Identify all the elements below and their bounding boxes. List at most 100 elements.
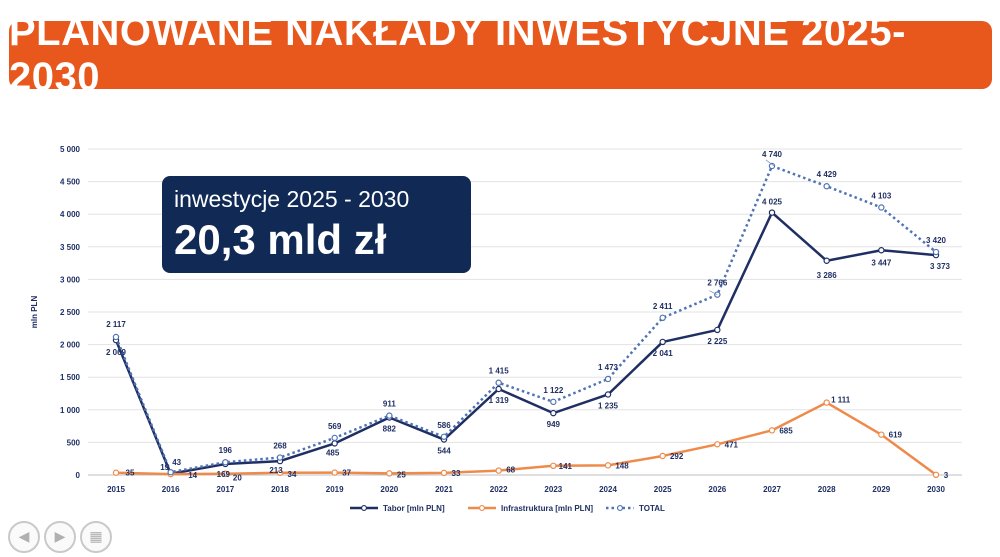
- data-point: [714, 291, 721, 298]
- data-label: 20: [233, 474, 242, 483]
- chevron-left-icon[interactable]: ◀: [8, 521, 40, 553]
- y-tick-label: 4 500: [60, 178, 81, 187]
- data-label: 14: [188, 471, 197, 480]
- x-tick-label: 2016: [162, 485, 180, 494]
- data-label: 3 373: [930, 262, 951, 271]
- data-point: [932, 471, 940, 479]
- data-label: 882: [383, 424, 397, 433]
- data-point: [495, 385, 502, 393]
- data-point: [823, 257, 830, 264]
- x-tick-label: 2021: [435, 485, 453, 494]
- data-point: [550, 398, 557, 406]
- data-point: [440, 469, 448, 477]
- data-point: [878, 204, 885, 211]
- data-point: [878, 247, 885, 254]
- data-point: [112, 333, 120, 341]
- data-point: [386, 470, 393, 477]
- y-tick-label: 0: [76, 471, 81, 480]
- data-label: 2 766: [707, 279, 728, 288]
- data-label: 68: [506, 466, 515, 475]
- data-point: [550, 409, 557, 417]
- data-point: [550, 462, 557, 470]
- legend-marker: [361, 505, 367, 511]
- legend-label: TOTAL: [639, 504, 665, 513]
- data-label: 43: [172, 458, 181, 467]
- slides-icon[interactable]: ▦: [80, 521, 112, 553]
- label-leader-line: [709, 290, 718, 295]
- data-label: 2 225: [707, 337, 728, 346]
- data-point: [167, 468, 174, 476]
- data-label: 196: [219, 446, 233, 455]
- legend-label: Tabor [mln PLN]: [383, 504, 445, 513]
- data-point: [768, 427, 776, 434]
- data-point: [714, 441, 721, 448]
- data-label: 1 111: [831, 396, 851, 405]
- data-label: 4 025: [762, 198, 783, 207]
- y-tick-label: 1 500: [60, 373, 81, 382]
- data-label: 2 041: [653, 349, 674, 358]
- legend-label: Infrastruktura [mln PLN]: [501, 504, 593, 513]
- data-point: [112, 469, 120, 476]
- slide-navigation: ◀ ▶ ▦: [8, 521, 112, 553]
- data-label: 25: [397, 470, 406, 479]
- page-title: PLANOWANE NAKŁADY INWESTYCJNE 2025-2030: [9, 10, 906, 99]
- data-label: 569: [328, 422, 342, 431]
- data-point: [222, 470, 229, 477]
- data-label: 19: [160, 463, 169, 472]
- data-point: [331, 469, 338, 476]
- data-point: [714, 326, 721, 334]
- data-point: [604, 375, 612, 383]
- data-label: 3 420: [926, 236, 947, 245]
- data-label: 3 447: [871, 258, 892, 267]
- x-tick-label: 2018: [271, 485, 289, 494]
- legend-marker: [617, 505, 623, 511]
- data-point: [222, 459, 229, 466]
- x-tick-label: 2029: [872, 485, 890, 494]
- data-label: 213: [269, 466, 283, 475]
- data-label: 35: [126, 469, 135, 478]
- chevron-right-icon[interactable]: ▶: [44, 521, 76, 553]
- x-tick-label: 2019: [326, 485, 344, 494]
- x-tick-label: 2020: [380, 485, 398, 494]
- y-tick-label: 2 000: [60, 341, 81, 350]
- y-tick-label: 500: [67, 438, 81, 447]
- series-line: [114, 164, 937, 474]
- data-label: 148: [615, 461, 629, 470]
- data-label: 1 122: [543, 386, 564, 395]
- data-point: [768, 209, 776, 216]
- summary-subtitle: inwestycje 2025 - 2030: [174, 186, 410, 212]
- data-label: 2 411: [653, 302, 673, 311]
- data-point: [768, 162, 776, 170]
- data-label: 619: [889, 431, 903, 440]
- x-tick-label: 2027: [763, 485, 781, 494]
- series-line: [114, 211, 937, 476]
- x-tick-label: 2022: [490, 485, 508, 494]
- y-axis-label: mln PLN: [30, 296, 39, 329]
- data-label: 1 473: [598, 363, 619, 372]
- data-label: 1 415: [489, 367, 510, 376]
- data-label: 4 103: [871, 191, 892, 200]
- x-tick-label: 2023: [544, 485, 562, 494]
- data-label: 141: [559, 462, 573, 471]
- x-tick-label: 2028: [818, 485, 836, 494]
- x-tick-label: 2024: [599, 485, 617, 494]
- x-tick-label: 2015: [107, 485, 125, 494]
- x-tick-label: 2017: [216, 485, 234, 494]
- y-tick-label: 4 000: [60, 210, 81, 219]
- data-label: 4 429: [817, 170, 838, 179]
- data-point: [932, 248, 940, 256]
- series-line: [115, 401, 937, 476]
- title-banner: PLANOWANE NAKŁADY INWESTYCJNE 2025-2030: [9, 10, 992, 99]
- data-label: 268: [273, 442, 287, 451]
- data-label: 685: [779, 426, 793, 435]
- x-tick-label: 2025: [654, 485, 672, 494]
- data-point: [276, 469, 284, 476]
- data-label: 4 740: [762, 150, 783, 159]
- data-point: [878, 431, 885, 438]
- data-label: 1 235: [598, 401, 619, 410]
- investment-summary-box: inwestycje 2025 - 2030 20,3 mld zł: [162, 176, 471, 273]
- data-point: [823, 183, 830, 190]
- data-label: 3 286: [817, 271, 838, 280]
- data-label: 949: [547, 420, 561, 429]
